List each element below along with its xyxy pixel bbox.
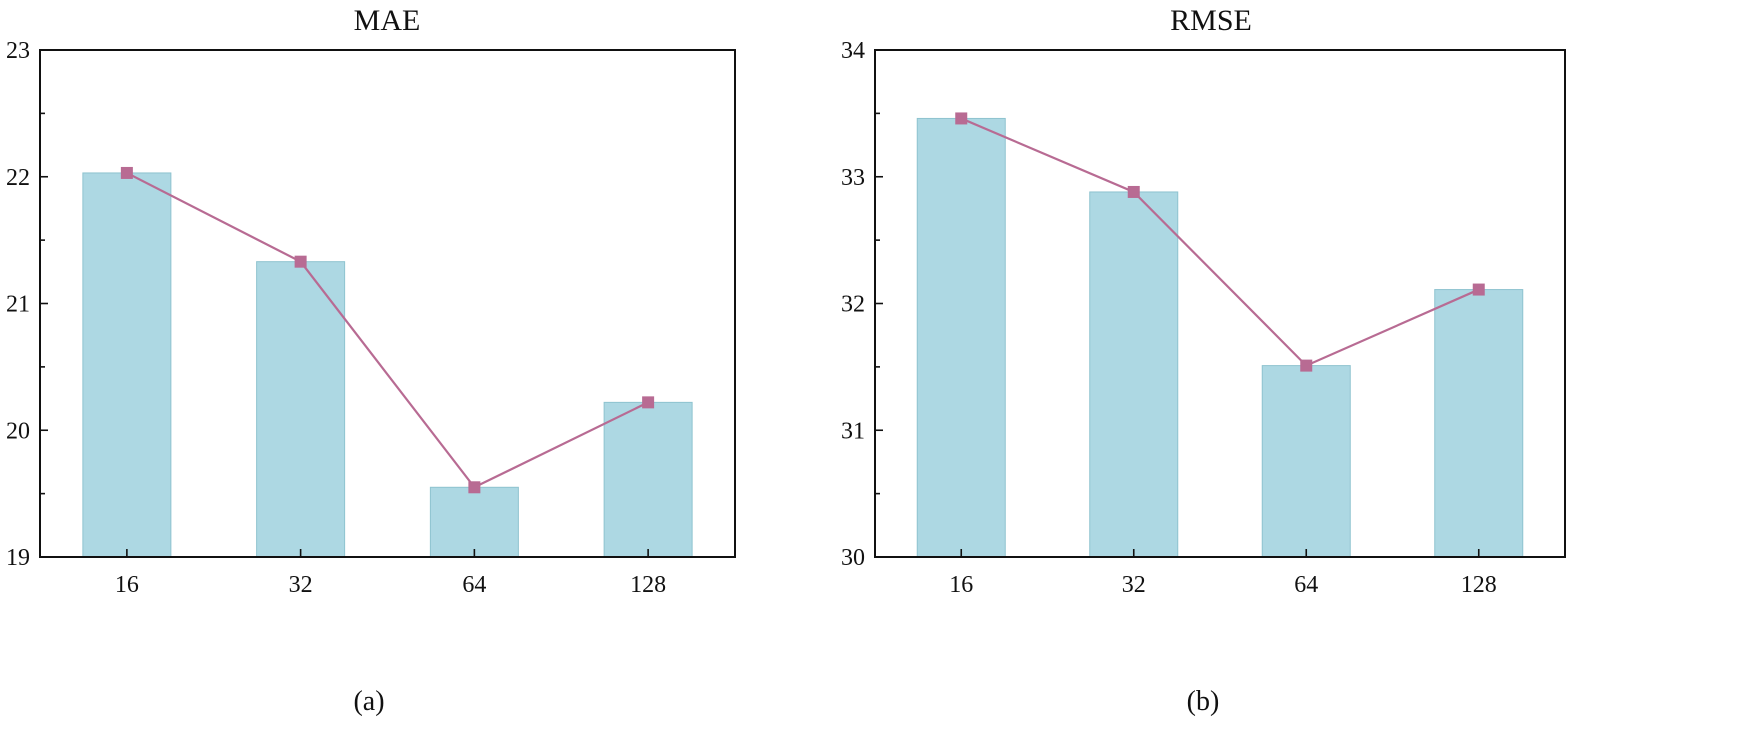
series-line	[126, 171, 649, 489]
point-128	[642, 396, 655, 409]
series-line	[960, 117, 1480, 367]
y-tick-label: 20	[6, 418, 30, 444]
x-tick-label: 32	[1122, 572, 1146, 598]
axis-ticks: 30 31 32 33 34 16 32 64 128	[841, 38, 1497, 598]
x-tick-label: 64	[462, 572, 486, 598]
chart-title: RMSE	[1170, 4, 1252, 37]
bar-64	[1261, 365, 1351, 558]
y-tick-label: 23	[6, 38, 30, 64]
y-tick-label: 32	[841, 292, 865, 318]
y-tick-label: 31	[841, 418, 865, 444]
point-16	[955, 112, 968, 125]
x-tick-label: 128	[1461, 572, 1497, 598]
point-16	[120, 166, 133, 179]
point-128	[1472, 283, 1485, 296]
bar-16	[916, 117, 1006, 558]
x-tick-label: 16	[949, 572, 973, 598]
y-tick-label: 22	[6, 165, 30, 191]
bar-16	[82, 172, 172, 558]
chart-marks	[916, 112, 1524, 558]
bar-32	[256, 261, 346, 558]
bar-128	[1434, 289, 1524, 558]
chart-caption: (b)	[1187, 686, 1220, 717]
x-tick-label: 32	[289, 572, 313, 598]
panel-rmse: RMSE 30 31 32 33 34 16 32 64 128 (b)	[841, 4, 1566, 717]
y-tick-label: 34	[841, 38, 865, 64]
chart-title: MAE	[354, 4, 421, 37]
chart-caption: (a)	[353, 686, 384, 717]
y-tick-label: 21	[6, 292, 30, 318]
x-tick-label: 64	[1294, 572, 1318, 598]
x-tick-label: 16	[115, 572, 139, 598]
point-64	[1300, 359, 1313, 372]
panel-mae: MAE 19 20 21 22 23 16 32 64 128 (a)	[6, 4, 736, 717]
point-32	[1127, 185, 1140, 198]
axis-ticks: 19 20 21 22 23 16 32 64 128	[6, 38, 666, 598]
bar-32	[1089, 191, 1179, 558]
bar-128	[603, 401, 693, 558]
x-tick-label: 128	[630, 572, 666, 598]
point-32	[294, 255, 307, 268]
chart-marks	[82, 166, 693, 558]
y-tick-label: 30	[841, 545, 865, 571]
y-tick-label: 33	[841, 165, 865, 191]
y-tick-label: 19	[6, 545, 30, 571]
bar-64	[429, 486, 519, 558]
point-64	[468, 481, 481, 494]
